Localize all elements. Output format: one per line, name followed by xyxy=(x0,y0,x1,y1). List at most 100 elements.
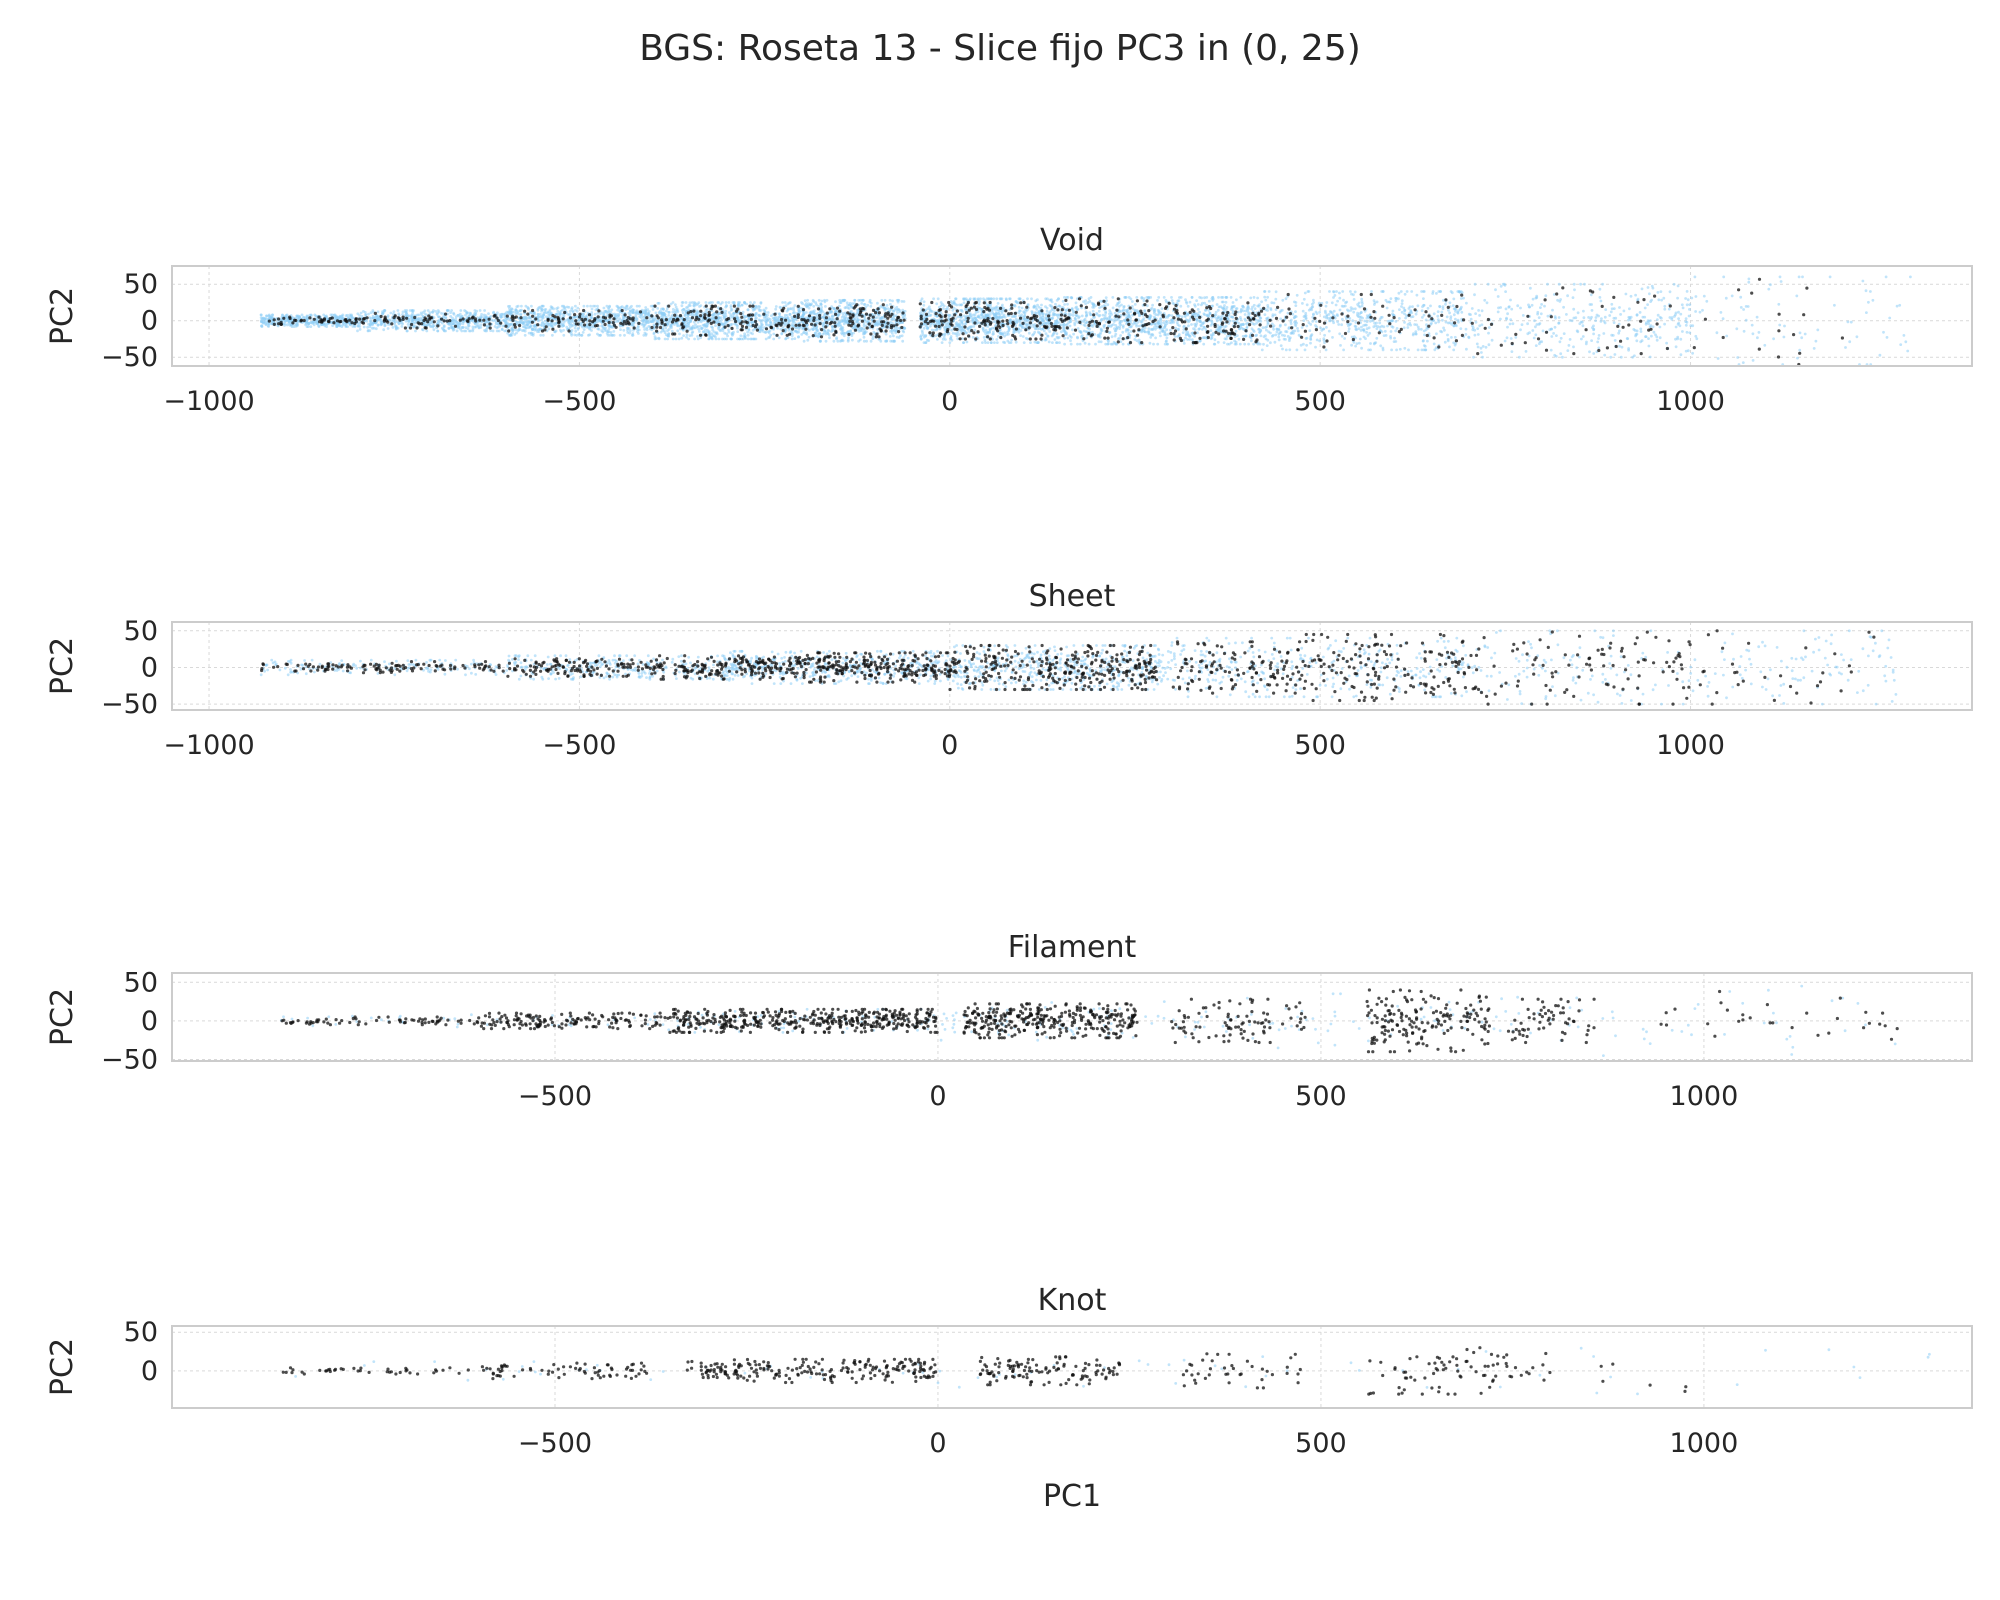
background-point xyxy=(841,326,845,329)
background-point xyxy=(772,328,775,331)
background-point xyxy=(653,337,657,341)
background-point xyxy=(800,333,804,336)
background-point xyxy=(1019,334,1022,337)
background-point xyxy=(1251,305,1254,309)
background-point xyxy=(1042,312,1045,316)
background-point xyxy=(397,312,401,316)
background-point xyxy=(971,336,975,339)
background-point xyxy=(938,322,941,326)
background-point xyxy=(1048,298,1052,302)
background-point xyxy=(283,319,287,323)
background-point xyxy=(927,311,931,315)
background-point xyxy=(824,339,828,343)
background-point xyxy=(1123,296,1127,299)
background-point xyxy=(329,313,333,317)
background-point xyxy=(855,320,859,324)
background-point xyxy=(792,320,795,323)
background-point xyxy=(652,332,656,336)
background-point xyxy=(895,335,899,339)
background-point xyxy=(797,308,801,311)
background-point xyxy=(1005,333,1008,337)
background-point xyxy=(857,339,860,343)
background-point xyxy=(631,321,634,324)
background-point xyxy=(714,337,718,341)
background-point xyxy=(750,321,754,324)
background-point xyxy=(973,328,977,332)
background-point xyxy=(1201,328,1204,331)
background-point xyxy=(609,325,612,328)
background-point xyxy=(678,332,681,336)
background-point xyxy=(655,319,659,323)
background-point xyxy=(736,326,739,330)
background-point xyxy=(1063,336,1066,340)
background-point xyxy=(464,313,467,317)
background-point xyxy=(783,301,787,304)
background-point xyxy=(998,297,1002,301)
background-point xyxy=(290,325,294,328)
background-point xyxy=(657,337,661,341)
background-point xyxy=(711,328,715,332)
background-point xyxy=(411,312,414,316)
background-point xyxy=(863,303,867,306)
background-point xyxy=(699,336,702,340)
background-point xyxy=(751,328,755,332)
background-point xyxy=(1100,317,1104,321)
background-point xyxy=(1241,334,1245,338)
background-point xyxy=(600,324,604,328)
background-point xyxy=(562,321,566,324)
background-point xyxy=(995,341,999,344)
background-point xyxy=(846,339,850,343)
background-point xyxy=(564,319,567,322)
background-point xyxy=(758,314,762,318)
background-point xyxy=(1225,335,1229,338)
background-point xyxy=(1044,321,1048,325)
background-point xyxy=(370,317,373,320)
background-point xyxy=(1057,304,1061,308)
background-point xyxy=(556,306,560,310)
background-point xyxy=(276,324,280,328)
background-point xyxy=(842,298,846,302)
background-point xyxy=(877,314,881,317)
background-point xyxy=(698,305,701,308)
background-point xyxy=(953,332,957,335)
background-point xyxy=(1046,334,1050,338)
background-point xyxy=(617,319,620,323)
background-point xyxy=(1017,330,1021,334)
background-point xyxy=(460,314,464,318)
background-point xyxy=(819,339,822,343)
background-point xyxy=(1198,310,1201,314)
background-point xyxy=(743,334,747,338)
background-point xyxy=(588,326,592,330)
background-point xyxy=(729,309,733,312)
background-point xyxy=(475,309,479,313)
background-point xyxy=(922,312,925,316)
background-point xyxy=(414,319,418,323)
background-point xyxy=(919,337,923,341)
background-point xyxy=(947,317,950,321)
background-point xyxy=(386,315,390,319)
background-point xyxy=(1062,323,1066,326)
background-point xyxy=(1108,315,1112,318)
background-point xyxy=(711,301,714,304)
background-point xyxy=(1010,338,1013,342)
background-point xyxy=(828,336,831,340)
background-point xyxy=(638,304,641,308)
background-point xyxy=(372,326,376,330)
background-point xyxy=(389,311,393,315)
background-point xyxy=(1165,336,1169,340)
background-point xyxy=(527,316,531,320)
background-point xyxy=(864,305,868,309)
background-point xyxy=(346,313,349,317)
background-point xyxy=(1158,331,1162,335)
background-point xyxy=(636,325,640,329)
background-point xyxy=(586,317,590,321)
background-point xyxy=(342,322,345,325)
background-point xyxy=(421,328,424,331)
background-point xyxy=(405,329,409,333)
background-point xyxy=(865,339,868,343)
background-point xyxy=(471,325,475,329)
background-point xyxy=(1148,341,1152,345)
background-point xyxy=(693,337,696,341)
background-point xyxy=(977,302,981,306)
